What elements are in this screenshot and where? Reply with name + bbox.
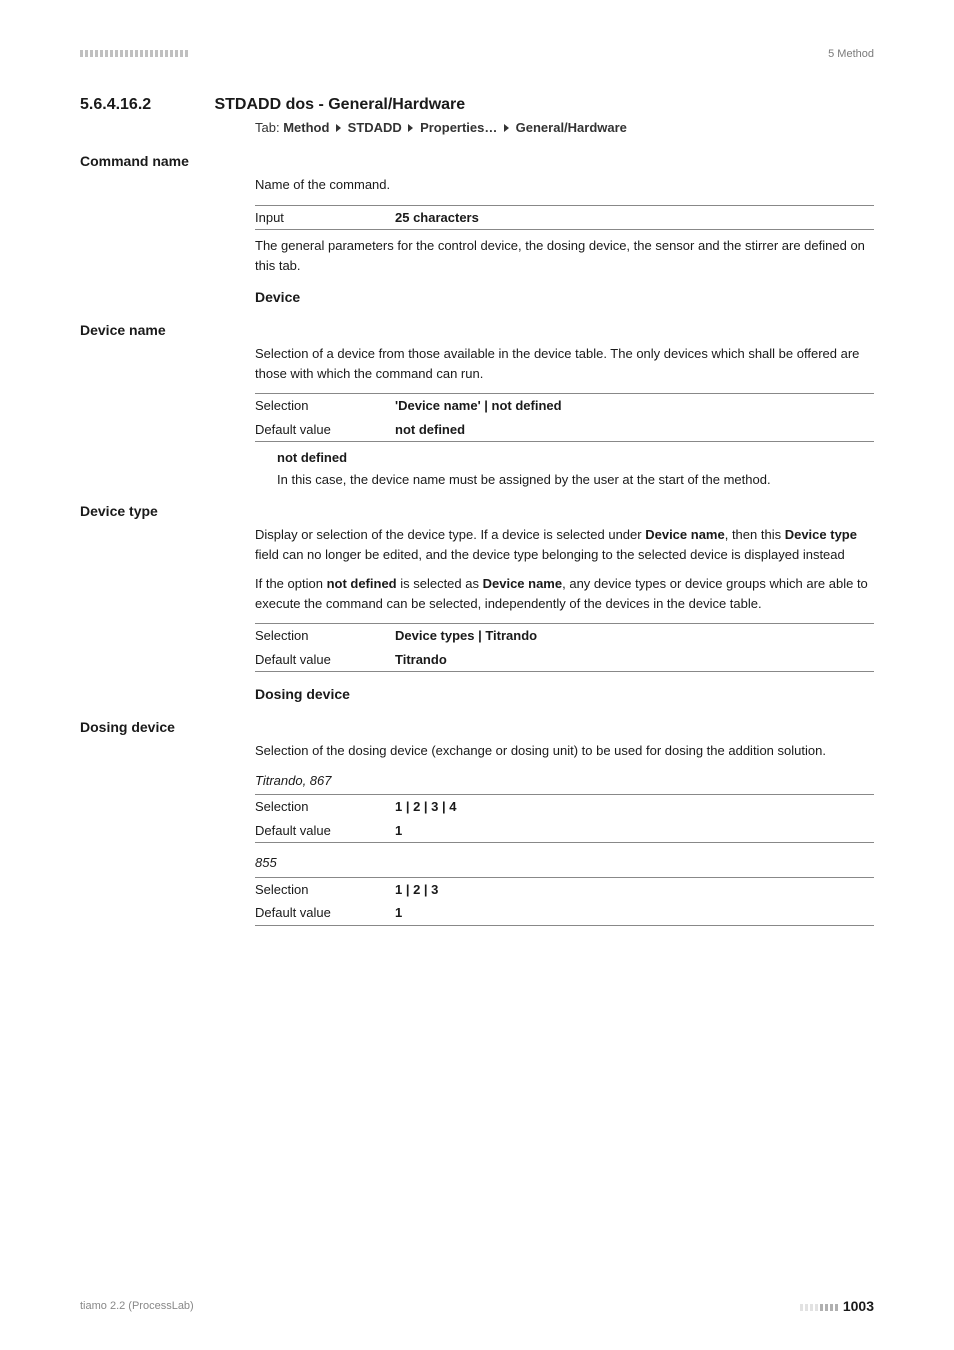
dosing-group-1-name: 855 [255, 853, 874, 873]
tab-path: Tab: Method STDADD Properties… General/H… [255, 120, 874, 135]
cell-value: 'Device name' | not defined [395, 394, 874, 418]
table-row: Input 25 characters [255, 205, 874, 230]
cell-value: Device types | Titrando [395, 624, 874, 648]
text: is selected as [397, 576, 483, 591]
section-number: 5.6.4.16.2 [80, 96, 210, 114]
device-name-subdef: not defined In this case, the device nam… [277, 448, 874, 489]
cell-key: Selection [255, 877, 395, 901]
cell-value: 25 characters [395, 205, 874, 230]
header-chapter: 5 Method [828, 48, 874, 60]
command-name-desc: Name of the command. [255, 175, 874, 195]
bold: Device name [645, 527, 725, 542]
param-device-type-label: Device type [80, 503, 874, 519]
dosing-group-1-table: Selection 1 | 2 | 3 Default value 1 [255, 877, 874, 926]
table-row: Selection Device types | Titrando [255, 624, 874, 648]
header-ticks-left [80, 48, 190, 60]
bold: Device name [483, 576, 563, 591]
bold: Device type [785, 527, 857, 542]
table-row: Default value 1 [255, 901, 874, 925]
cell-value: Titrando [395, 648, 874, 672]
text: field can no longer be edited, and the d… [255, 547, 845, 562]
cell-value: 1 [395, 819, 874, 843]
subterm: not defined [277, 448, 874, 468]
tab-seg-3: General/Hardware [516, 120, 627, 135]
device-name-table: Selection 'Device name' | not defined De… [255, 393, 874, 442]
dosing-group-heading: Dosing device [255, 684, 874, 705]
dosing-device-desc: Selection of the dosing device (exchange… [255, 741, 874, 761]
cell-value: 1 [395, 901, 874, 925]
tab-seg-1: STDADD [348, 120, 402, 135]
device-group-heading: Device [255, 287, 874, 308]
tab-prefix: Tab: [255, 120, 283, 135]
param-device-name-label: Device name [80, 322, 874, 338]
chevron-right-icon [336, 124, 341, 132]
section-title: STDADD dos - General/Hardware [214, 96, 465, 114]
cell-key: Input [255, 205, 395, 230]
cell-key: Selection [255, 795, 395, 819]
cell-value: not defined [395, 418, 874, 442]
cell-key: Selection [255, 394, 395, 418]
tab-seg-0: Method [283, 120, 329, 135]
command-name-input-table: Input 25 characters [255, 205, 874, 231]
chevron-right-icon [504, 124, 509, 132]
table-row: Selection 'Device name' | not defined [255, 394, 874, 418]
page-number: 1003 [843, 1298, 874, 1314]
dosing-group-0-table: Selection 1 | 2 | 3 | 4 Default value 1 [255, 794, 874, 843]
device-type-p2: If the option not defined is selected as… [255, 574, 874, 613]
cell-key: Default value [255, 418, 395, 442]
footer-right: 1003 [800, 1298, 874, 1314]
table-row: Default value Titrando [255, 648, 874, 672]
text: , then this [725, 527, 785, 542]
tab-seg-2: Properties… [420, 120, 497, 135]
table-row: Default value 1 [255, 819, 874, 843]
cell-key: Selection [255, 624, 395, 648]
cell-key: Default value [255, 819, 395, 843]
table-row: Default value not defined [255, 418, 874, 442]
param-dosing-device-label: Dosing device [80, 719, 874, 735]
device-type-p1: Display or selection of the device type.… [255, 525, 874, 564]
cell-value: 1 | 2 | 3 | 4 [395, 795, 874, 819]
table-row: Selection 1 | 2 | 3 [255, 877, 874, 901]
footer-left: tiamo 2.2 (ProcessLab) [80, 1300, 194, 1312]
cell-key: Default value [255, 901, 395, 925]
section-heading-row: 5.6.4.16.2 STDADD dos - General/Hardware [80, 96, 874, 114]
param-command-name-label: Command name [80, 153, 874, 169]
cell-key: Default value [255, 648, 395, 672]
subterm-text: In this case, the device name must be as… [277, 470, 874, 490]
text: Display or selection of the device type.… [255, 527, 645, 542]
table-row: Selection 1 | 2 | 3 | 4 [255, 795, 874, 819]
page-header: 5 Method [80, 48, 874, 60]
device-name-desc: Selection of a device from those availab… [255, 344, 874, 383]
footer-ticks [800, 1302, 843, 1314]
dosing-group-0-name: Titrando, 867 [255, 771, 874, 791]
bold: not defined [327, 576, 397, 591]
chevron-right-icon [408, 124, 413, 132]
command-name-after: The general parameters for the control d… [255, 236, 874, 275]
device-type-table: Selection Device types | Titrando Defaul… [255, 623, 874, 672]
page-footer: tiamo 2.2 (ProcessLab) 1003 [80, 1298, 874, 1314]
cell-value: 1 | 2 | 3 [395, 877, 874, 901]
text: If the option [255, 576, 327, 591]
